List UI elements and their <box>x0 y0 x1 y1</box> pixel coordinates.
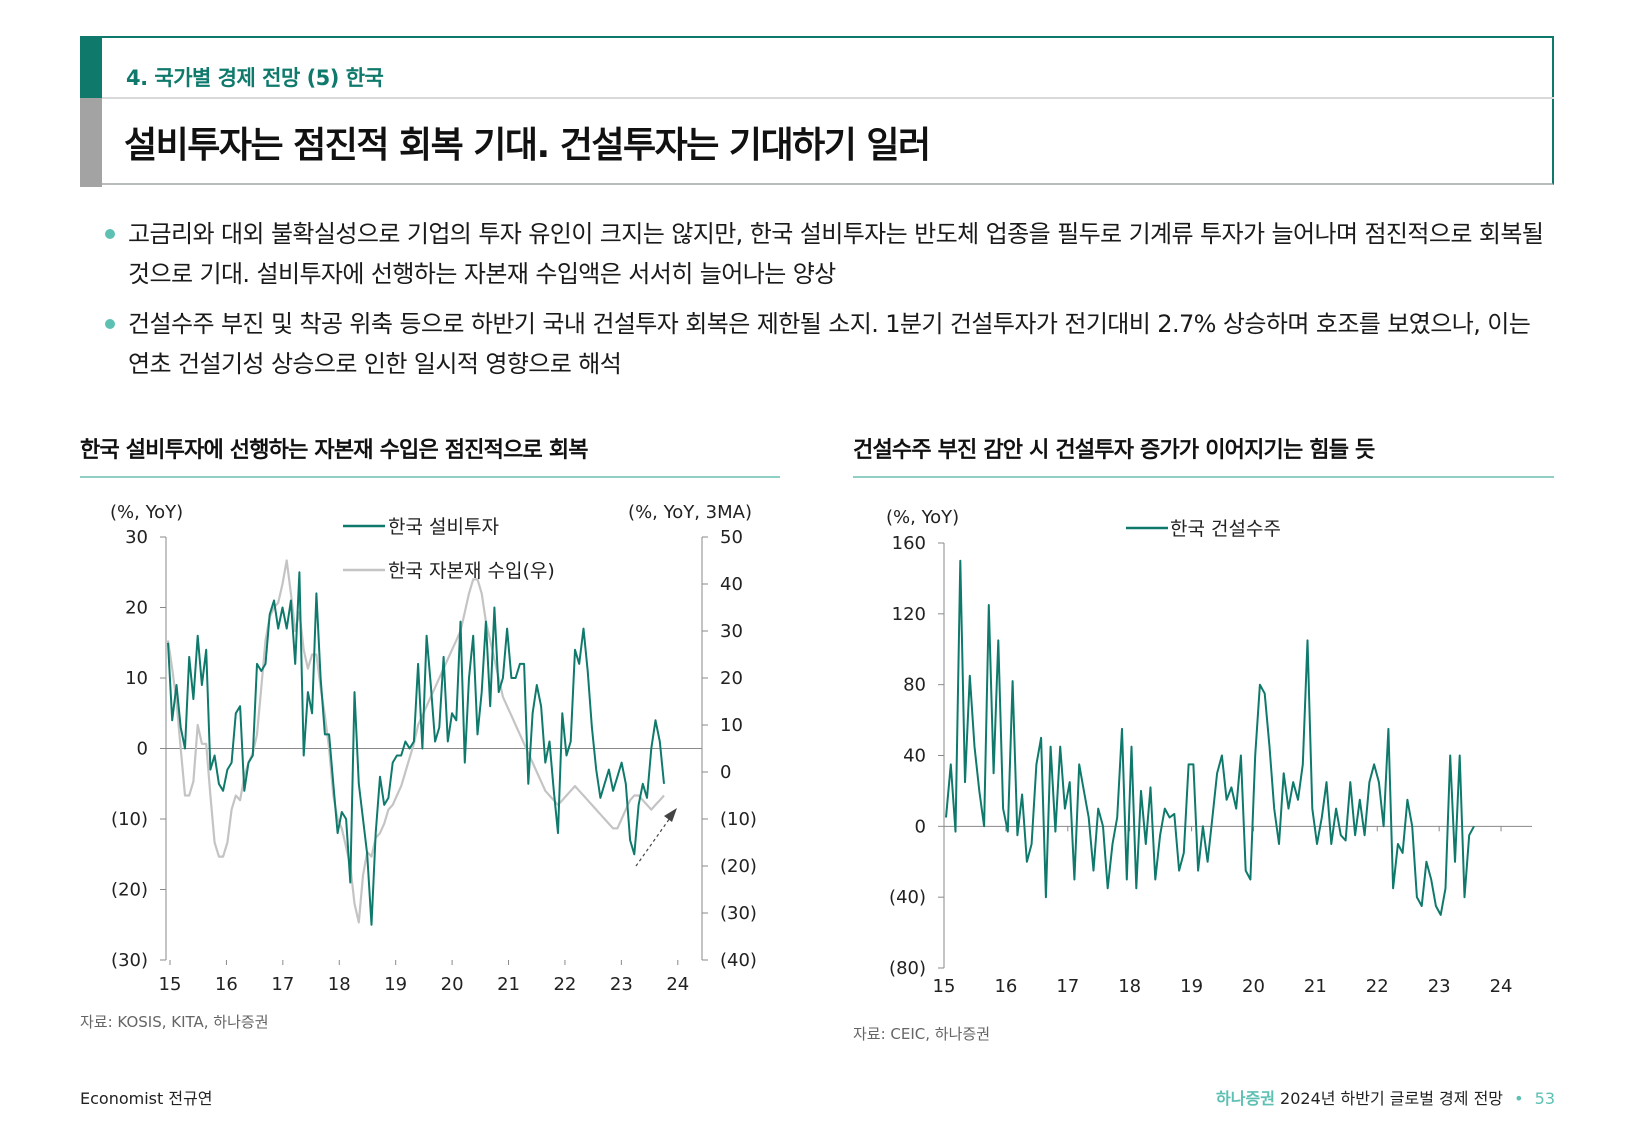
trend-arrow <box>635 817 671 867</box>
equipment-investment-chart: 30 20 10 0 (10) (20) (30) 50 40 30 20 10 0 (10) (20) (3… <box>110 502 757 995</box>
y-tick-label: 0 <box>915 816 926 837</box>
bullet-item: 건설수주 부진 및 착공 위축 등으로 하반기 국내 건설투자 회복은 제한될 … <box>105 304 1555 384</box>
x-tick-label: 20 <box>1242 976 1265 997</box>
right-tick-label: 50 <box>720 527 743 548</box>
x-tick-label: 19 <box>384 974 407 995</box>
construction-orders-chart: 160 120 80 40 0 (40) (80) 15 16 17 18 19 20 21 22 23 24 (… <box>886 507 1532 997</box>
x-tick-label: 19 <box>1180 976 1203 997</box>
left-tick-label: (30) <box>111 950 148 971</box>
chart-rule-left <box>80 476 780 478</box>
right-tick-label: 40 <box>720 574 743 595</box>
left-tick-label: (10) <box>111 809 148 830</box>
x-tick-label: 20 <box>441 974 464 995</box>
x-tick-label: 24 <box>666 974 689 995</box>
footer-report: 하나증권 2024년 하반기 글로벌 경제 전망 • 53 <box>1216 1085 1555 1109</box>
right-tick-label: (30) <box>720 903 757 924</box>
right-tick-label: 30 <box>720 621 743 642</box>
left-axis-unit: (%, YoY) <box>110 502 183 523</box>
right-axis-unit: (%, YoY, 3MA) <box>628 502 752 523</box>
bullet-text: 고금리와 대외 불확실성으로 기업의 투자 유인이 크지는 않지만, 한국 설비… <box>128 220 1544 288</box>
page-number: 53 <box>1534 1089 1555 1108</box>
footer-report-title: 2024년 하반기 글로벌 경제 전망 <box>1280 1089 1504 1108</box>
source-right: 자료: CEIC, 하나증권 <box>853 1025 991 1043</box>
x-tick-label: 21 <box>1304 976 1327 997</box>
series-line-equipment-investment <box>167 571 665 926</box>
x-tick-label: 15 <box>159 974 182 995</box>
right-tick-label: (20) <box>720 856 757 877</box>
legend-label-equipment: 한국 설비투자 <box>388 516 499 538</box>
header-gray-band <box>80 98 102 187</box>
bullet-dot-icon <box>105 319 115 329</box>
header-accent-band <box>80 36 102 98</box>
source-left: 자료: KOSIS, KITA, 하나증권 <box>80 1013 269 1031</box>
right-tick-label: 0 <box>720 762 731 783</box>
y-tick-label: 160 <box>892 533 926 554</box>
y-tick-label: (80) <box>889 958 926 979</box>
series-line-construction-orders <box>945 559 1475 916</box>
chart-title-right: 건설수주 부진 감안 시 건설투자 증가가 이어지기는 힘들 듯 <box>853 438 1375 463</box>
axis-unit: (%, YoY) <box>886 507 959 528</box>
right-tick-label: 10 <box>720 715 743 736</box>
x-tick-label: 24 <box>1490 976 1513 997</box>
x-tick-label: 23 <box>610 974 633 995</box>
x-tick-label: 15 <box>933 976 956 997</box>
page-title: 설비투자는 점진적 회복 기대. 건설투자는 기대하기 일러 <box>124 125 931 166</box>
legend-label-construction: 한국 건설수주 <box>1170 518 1281 540</box>
x-tick-label: 18 <box>328 974 351 995</box>
left-tick-label: 30 <box>125 527 148 548</box>
x-tick-label: 17 <box>271 974 294 995</box>
bullet-item: 고금리와 대외 불확실성으로 기업의 투자 유인이 크지는 않지만, 한국 설비… <box>105 214 1555 294</box>
left-tick-label: 20 <box>125 598 148 619</box>
right-tick-label: (10) <box>720 809 757 830</box>
y-tick-label: 120 <box>892 604 926 625</box>
right-tick-label: (40) <box>720 950 757 971</box>
header-divider <box>102 97 1554 99</box>
footer-brand: 하나증권 <box>1216 1089 1275 1108</box>
chart-title-left: 한국 설비투자에 선행하는 자본재 수입은 점진적으로 회복 <box>80 438 589 463</box>
y-tick-label: 40 <box>903 746 926 767</box>
footer-author: Economist 전규연 <box>80 1089 213 1108</box>
footer-separator: • <box>1514 1089 1524 1108</box>
legend-label-imports: 한국 자본재 수입(우) <box>388 560 555 582</box>
left-tick-label: (20) <box>111 880 148 901</box>
left-tick-label: 0 <box>137 739 148 760</box>
x-tick-label: 18 <box>1118 976 1141 997</box>
bullet-list: 고금리와 대외 불확실성으로 기업의 투자 유인이 크지는 않지만, 한국 설비… <box>105 214 1555 394</box>
trend-arrow-head-icon <box>664 808 677 822</box>
chart-rule-right <box>853 476 1554 478</box>
x-tick-label: 16 <box>215 974 238 995</box>
left-tick-label: 10 <box>125 668 148 689</box>
y-tick-label: 80 <box>903 675 926 696</box>
x-tick-label: 23 <box>1428 976 1451 997</box>
x-tick-label: 22 <box>1366 976 1389 997</box>
header-box: 4. 국가별 경제 전망 (5) 한국 설비투자는 점진적 회복 기대. 건설투… <box>80 36 1554 187</box>
x-tick-label: 22 <box>553 974 576 995</box>
x-tick-label: 17 <box>1056 976 1079 997</box>
right-tick-label: 20 <box>720 668 743 689</box>
section-label: 4. 국가별 경제 전망 (5) 한국 <box>126 66 384 90</box>
bullet-text: 건설수주 부진 및 착공 위축 등으로 하반기 국내 건설투자 회복은 제한될 … <box>128 310 1531 378</box>
x-tick-label: 21 <box>497 974 520 995</box>
bullet-dot-icon <box>105 229 115 239</box>
x-tick-label: 16 <box>994 976 1017 997</box>
y-tick-label: (40) <box>889 887 926 908</box>
